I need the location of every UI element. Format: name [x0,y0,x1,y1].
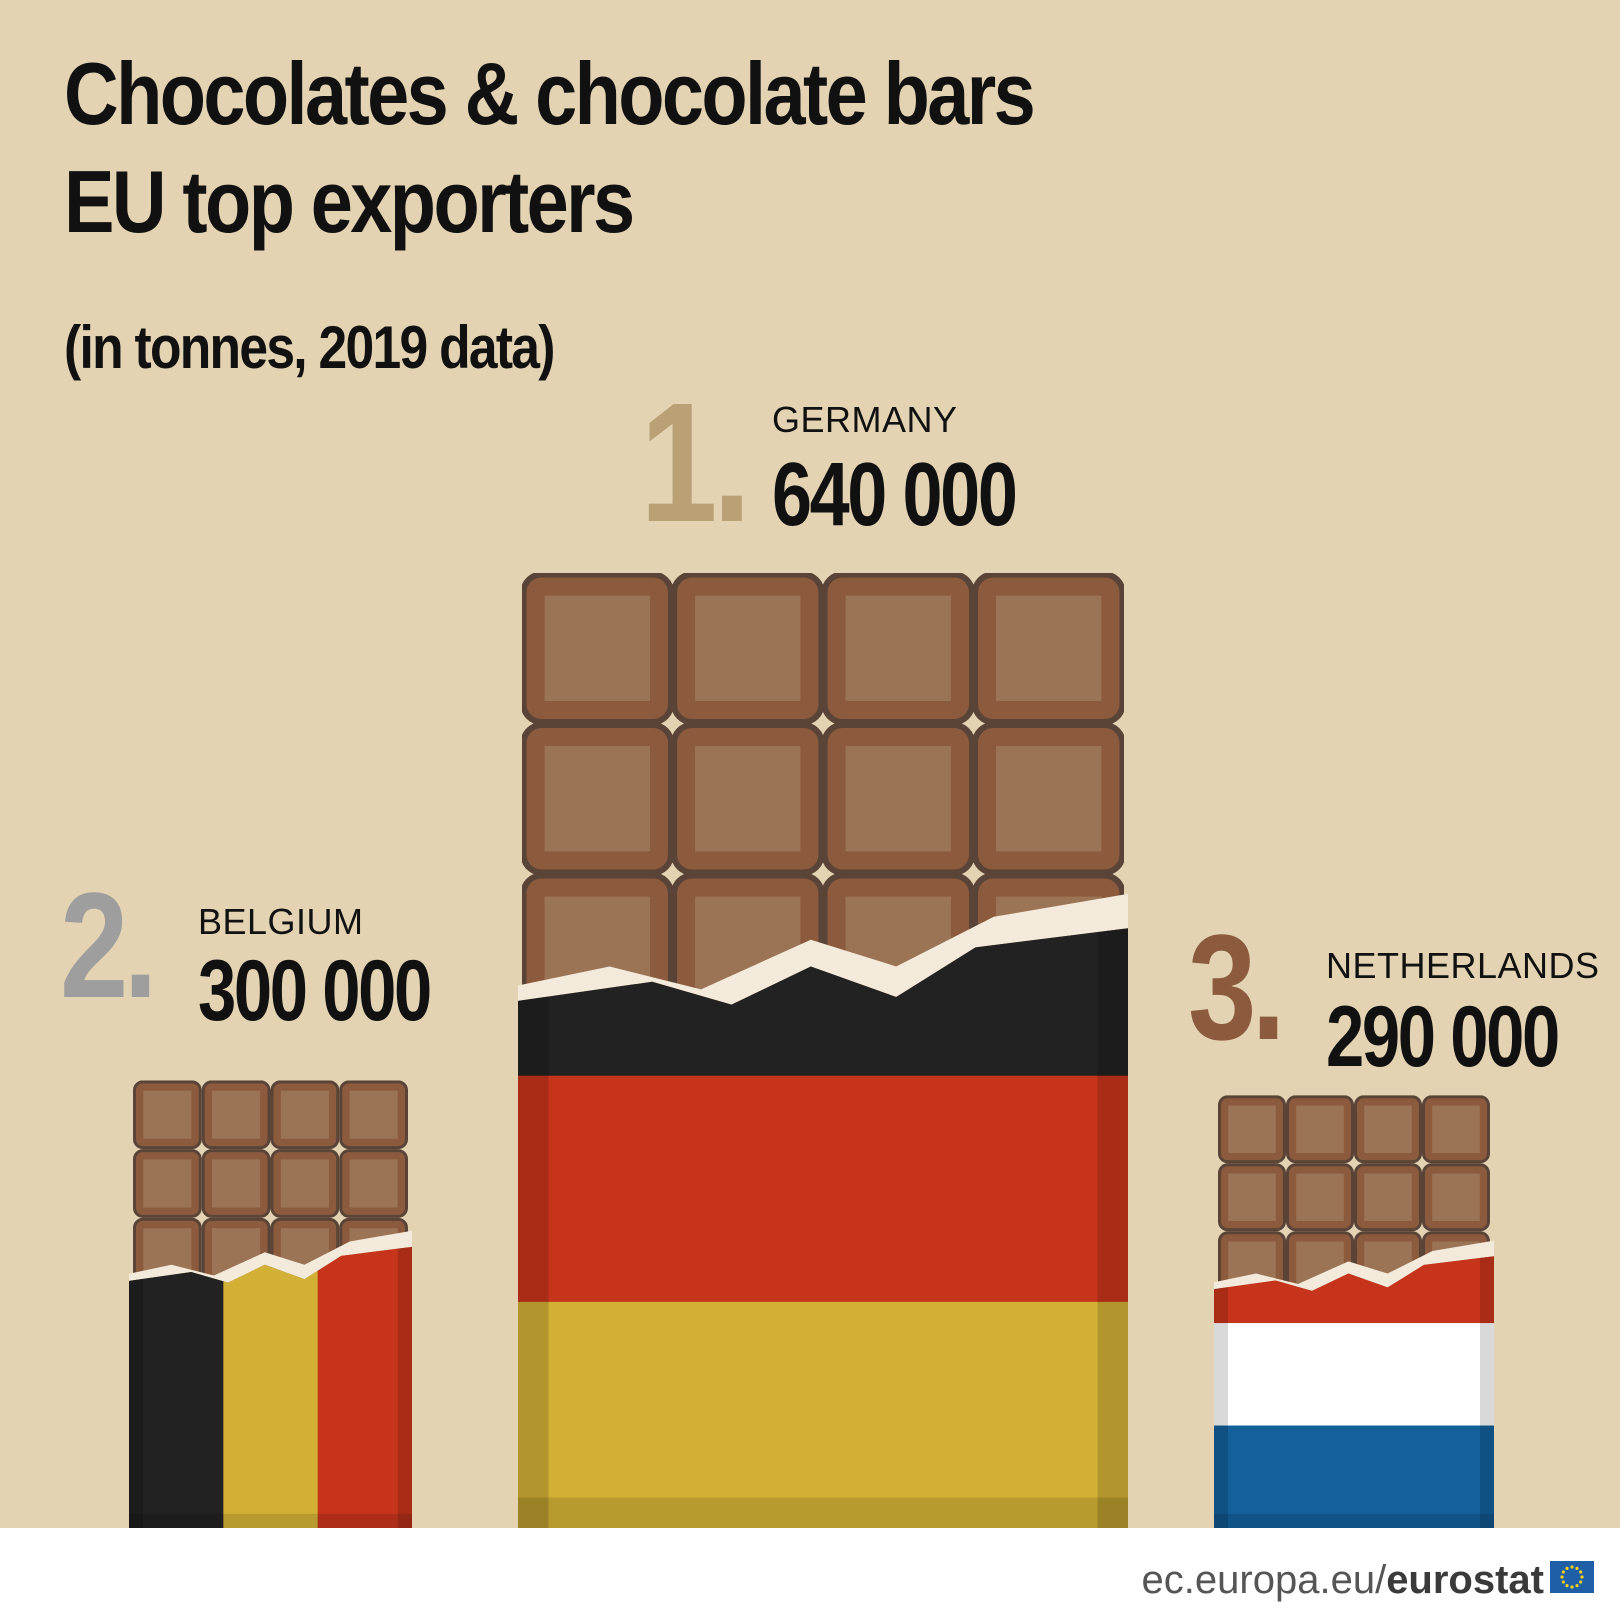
wrapper-shadow-right [1097,928,1128,1528]
value-label-germany: 640 000 [772,445,1018,545]
bar-belgium [129,1080,412,1530]
chocolate-piece-face [143,1090,192,1139]
rank-label-netherlands: 3. [1188,903,1286,1071]
country-label-belgium: BELGIUM [198,901,364,942]
title-line-2: EU top exporters [64,152,635,251]
eu-star [1575,1584,1579,1588]
chocolate-piece-face [695,595,801,701]
eu-star [1560,1575,1564,1579]
eu-star [1565,1566,1569,1570]
chocolate-piece-face [845,595,951,701]
chocolate-piece-face [996,595,1102,701]
chocolate-piece-face [349,1159,398,1208]
wrapper-shadow-right [1480,1256,1494,1528]
chocolate-piece-face [996,746,1102,852]
value-label-netherlands: 290 000 [1326,989,1560,1085]
chocolate-piece-face [1228,1105,1276,1154]
wrapper-shadow-bottom [518,1497,1128,1528]
chocolate-piece-face [544,595,650,701]
wrapper-shadow-right [397,1246,412,1528]
flag-stripe [129,1246,225,1528]
chocolate-piece-face [1296,1105,1344,1154]
country-label-netherlands: NETHERLANDS [1326,945,1600,986]
foil-belgium [129,1230,412,1283]
eu-star [1561,1580,1565,1584]
eu-star [1575,1566,1579,1570]
chart-title: Chocolates & chocolate bars EU top expor… [64,40,1036,256]
wrapper-shadow-bottom [1214,1514,1494,1528]
flag-stripe [317,1246,412,1528]
chocolate-piece-face [280,1159,329,1208]
eu-star [1580,1575,1584,1579]
eu-star [1565,1584,1569,1588]
chocolate-piece-face [695,746,801,852]
bar-germany [518,573,1128,1530]
foil-netherlands [1214,1240,1494,1291]
flag-stripe [518,1301,1128,1528]
wrapper-shadow-bottom [129,1513,412,1528]
wrapper-shadow-left [129,1246,144,1528]
chocolate-piece-face [544,746,650,852]
chocolate-piece-face [845,746,951,852]
value-label-belgium: 300 000 [198,943,432,1039]
flag-stripe [223,1246,319,1528]
source-brand: eurostat [1386,1558,1544,1602]
title-line-1: Chocolates & chocolate bars [64,44,1036,143]
bar-netherlands [1214,1095,1494,1530]
flag-stripe [518,1075,1128,1303]
eu-star [1579,1580,1583,1584]
eu-star [1570,1585,1574,1589]
chocolate-piece-face [1432,1173,1480,1222]
eu-star [1570,1565,1574,1569]
chocolate-piece-face [280,1090,329,1139]
chocolate-piece-face [212,1159,261,1208]
chocolate-piece-face [1364,1173,1412,1222]
wrapper-shadow-left [1214,1256,1228,1528]
chocolate-piece-face [349,1090,398,1139]
chocolate-piece-face [1432,1105,1480,1154]
chocolate-piece-face [1296,1173,1344,1222]
chocolate-piece-face [1364,1105,1412,1154]
chocolate-piece-face [212,1090,261,1139]
eu-star [1579,1570,1583,1574]
eu-star [1561,1570,1565,1574]
wrapper-shadow-left [518,928,549,1528]
rank-label-belgium: 2. [60,861,158,1029]
source-credit[interactable]: ec.europa.eu/eurostat [1142,1556,1544,1604]
source-domain: ec.europa.eu/ [1141,1558,1387,1602]
flag-wrapper-netherlands [1214,1256,1494,1528]
rank-label-germany: 1. [640,368,751,558]
country-label-germany: GERMANY [772,399,958,440]
flag-stripe [1214,1323,1494,1427]
chocolate-piece-face [143,1159,192,1208]
footer-band [0,1528,1620,1620]
chart-subtitle: (in tonnes, 2019 data) [64,314,555,381]
flag-stripe [1214,1425,1494,1528]
chocolate-piece-face [1228,1173,1276,1222]
eu-flag-icon [1550,1561,1594,1593]
foil-germany [518,893,1128,1005]
flag-wrapper-belgium [129,1246,412,1528]
